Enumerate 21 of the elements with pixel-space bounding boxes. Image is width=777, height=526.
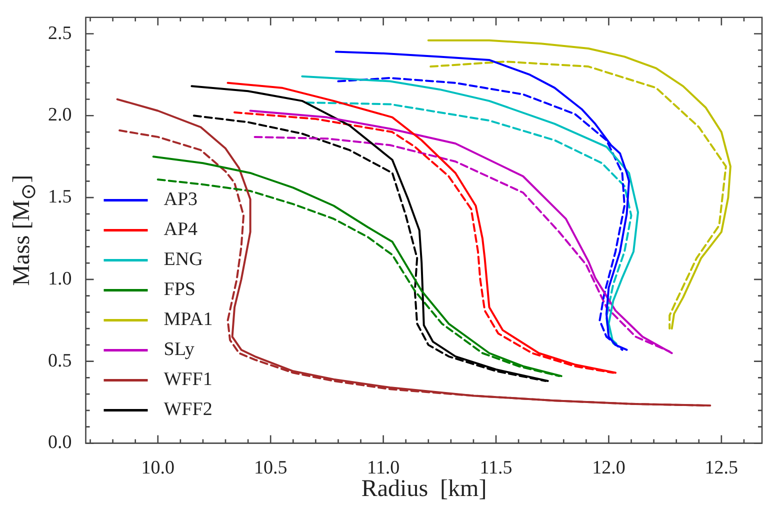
legend-label: AP4 <box>164 219 198 240</box>
legend-label: MPA1 <box>164 309 213 330</box>
y-tick-label: 1.5 <box>48 186 72 208</box>
y-tick-label: 0.0 <box>48 432 72 454</box>
y-tick-label: 2.0 <box>48 104 72 126</box>
legend-label: ENG <box>164 249 204 270</box>
legend-label: WFF2 <box>164 399 212 420</box>
x-tick-label: 12.5 <box>704 458 738 479</box>
x-tick-label: 10.0 <box>141 458 175 479</box>
x-tick-label: 11.5 <box>480 458 512 479</box>
x-tick-label: 10.5 <box>254 458 288 479</box>
y-tick-label: 0.5 <box>48 350 72 372</box>
x-tick-label: 11.0 <box>367 458 400 479</box>
x-tick-label: 12.0 <box>592 458 626 479</box>
y-tick-label: 1.0 <box>48 268 72 290</box>
legend-label: AP3 <box>164 189 198 210</box>
y-tick-label: 2.5 <box>48 22 72 44</box>
x-axis-title: Radius [km] <box>361 476 487 502</box>
legend-label: WFF1 <box>164 369 212 390</box>
legend-label: SLy <box>164 339 195 360</box>
legend-label: FPS <box>164 279 196 300</box>
